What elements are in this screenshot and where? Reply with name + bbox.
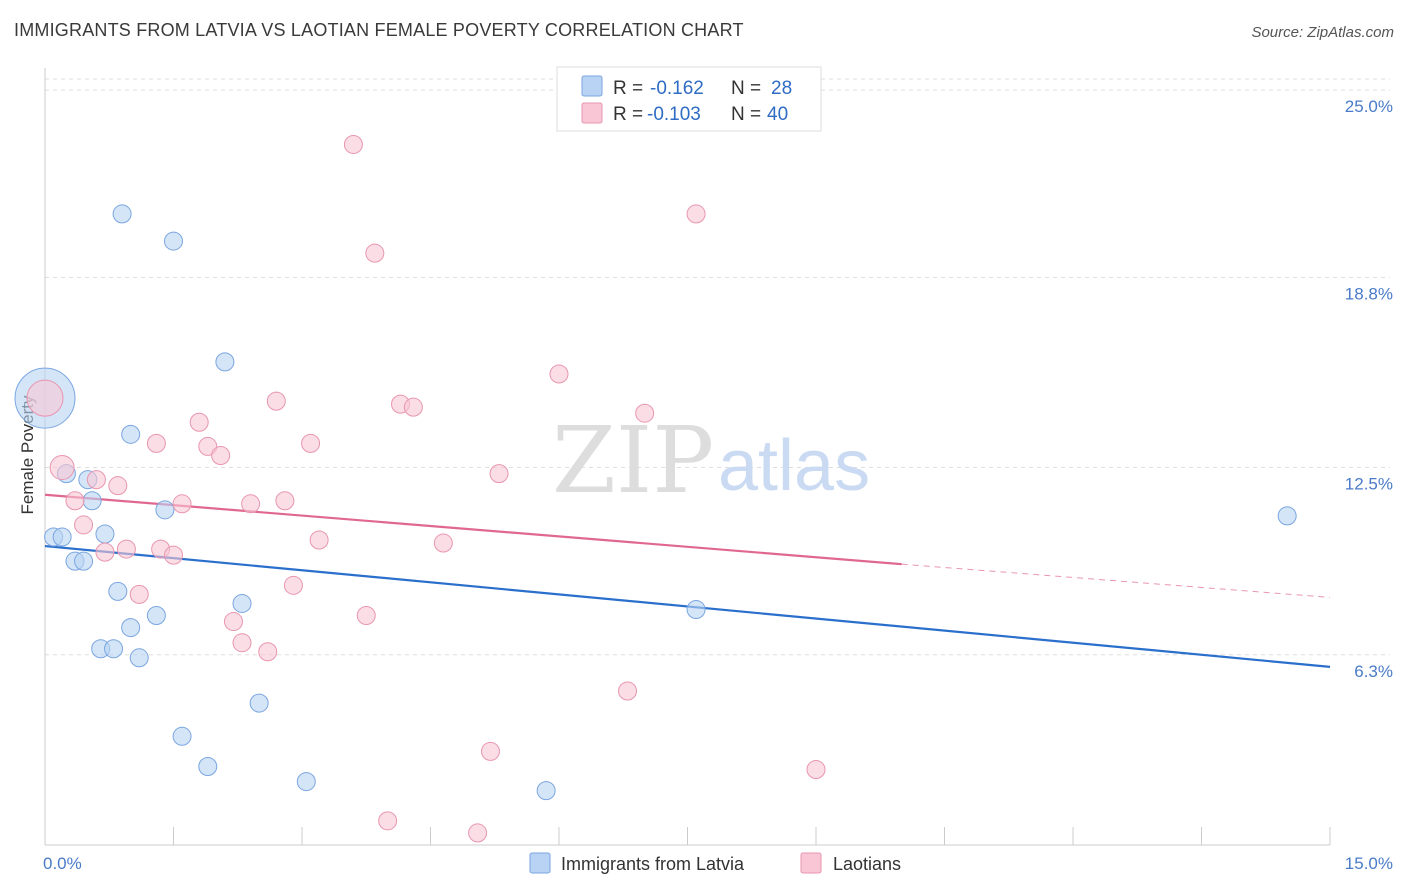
laotian-point-11 xyxy=(146,433,166,453)
laotian-point-21 xyxy=(172,494,192,514)
laotian-point-9 xyxy=(635,403,655,423)
laotian-point-1 xyxy=(49,455,75,481)
latvia-point-21 xyxy=(249,693,269,713)
latvia-point-4 xyxy=(121,424,141,444)
latvia-point-16 xyxy=(146,606,166,626)
latvia-point-1 xyxy=(112,204,132,224)
latvia-point-3 xyxy=(215,352,235,372)
laotian-point-24 xyxy=(433,533,453,553)
data-points xyxy=(14,134,1297,843)
latvia-point-17 xyxy=(121,618,141,638)
laotian-point-15 xyxy=(86,470,106,490)
laotian-point-39 xyxy=(468,823,488,843)
latvia-point-14 xyxy=(108,581,128,601)
latvia-point-23 xyxy=(198,756,218,776)
laotian-point-20 xyxy=(275,491,295,511)
laotian-point-5 xyxy=(549,364,569,384)
y-tick-label-2: 18.8% xyxy=(1345,284,1393,303)
latvia-point-22 xyxy=(172,726,192,746)
laotian-trend-line-extension xyxy=(901,563,1331,598)
y-tick-label-1: 12.5% xyxy=(1345,475,1393,494)
bottom-legend-label-laotian: Laotians xyxy=(833,854,901,874)
laotian-point-34 xyxy=(258,642,278,662)
x-tick-label-1: 15.0% xyxy=(1345,854,1393,873)
bottom-legend: Immigrants from Latvia Laotians xyxy=(529,852,901,874)
latvia-point-19 xyxy=(104,639,124,659)
laotian-point-19 xyxy=(241,494,261,514)
legend-swatch-latvia xyxy=(581,75,603,97)
latvia-point-8 xyxy=(155,500,175,520)
laotian-point-27 xyxy=(95,542,115,562)
laotian-point-18 xyxy=(65,491,85,511)
laotian-point-17 xyxy=(108,476,128,496)
laotian-point-16 xyxy=(489,464,509,484)
laotian-point-14 xyxy=(211,445,231,465)
legend-n-label-latvia: N = xyxy=(731,78,761,99)
laotian-point-36 xyxy=(480,741,500,761)
laotian-point-32 xyxy=(223,612,243,632)
latvia-point-7 xyxy=(82,491,102,511)
laotian-point-38 xyxy=(378,811,398,831)
latvia-point-20 xyxy=(129,648,149,668)
watermark: ZIP atlas xyxy=(552,407,870,514)
latvia-point-10 xyxy=(52,527,72,547)
axes xyxy=(44,68,1331,846)
bottom-legend-label-latvia: Immigrants from Latvia xyxy=(561,854,745,874)
laotian-point-35 xyxy=(618,681,638,701)
source-note: Source: ZipAtlas.com xyxy=(1251,24,1394,41)
bottom-legend-swatch-latvia xyxy=(529,852,551,874)
laotian-point-29 xyxy=(283,575,303,595)
latvia-point-26 xyxy=(686,599,706,619)
laotian-point-3 xyxy=(686,204,706,224)
laotian-point-2 xyxy=(343,134,363,154)
laotian-point-10 xyxy=(189,412,209,432)
watermark-atlas: atlas xyxy=(718,426,870,506)
y-tick-label-3: 25.0% xyxy=(1345,97,1393,116)
laotian-point-23 xyxy=(309,530,329,550)
legend-r-label-latvia: R = xyxy=(613,78,643,99)
y-tick-labels: 6.3% 12.5% 18.8% 25.0% xyxy=(1345,97,1393,681)
legend-swatch-laotian xyxy=(581,102,603,124)
laotian-point-6 xyxy=(266,391,286,411)
latvia-point-15 xyxy=(232,593,252,613)
legend-r-value-latvia: -0.162 xyxy=(650,78,704,99)
laotian-point-4 xyxy=(365,243,385,263)
latvia-point-2 xyxy=(164,231,183,251)
laotian-point-12 xyxy=(301,433,321,453)
watermark-zip: ZIP xyxy=(552,407,714,514)
latvia-point-13 xyxy=(74,551,94,571)
gridlines xyxy=(45,78,1390,656)
legend-n-label-laotian: N = xyxy=(731,104,761,125)
legend-n-value-latvia: 28 xyxy=(771,78,792,99)
legend-r-value-laotian: -0.103 xyxy=(647,104,701,125)
laotian-point-37 xyxy=(806,760,826,780)
laotian-point-28 xyxy=(164,545,183,565)
laotian-point-8 xyxy=(403,397,423,417)
latvia-point-11 xyxy=(95,524,115,544)
laotian-point-31 xyxy=(356,606,376,626)
bottom-legend-swatch-laotian xyxy=(800,852,822,874)
laotian-point-22 xyxy=(74,515,94,535)
chart-title: IMMIGRANTS FROM LATVIA VS LAOTIAN FEMALE… xyxy=(14,20,744,40)
latvia-point-25 xyxy=(536,781,556,801)
laotian-point-30 xyxy=(129,584,149,604)
laotian-point-33 xyxy=(232,633,252,653)
x-tick-label-0: 0.0% xyxy=(43,854,82,873)
x-tick-labels: 0.0% 15.0% xyxy=(43,854,1393,873)
legend: R = -0.162 N = 28 R = -0.103 N = 40 xyxy=(556,66,822,132)
y-tick-label-0: 6.3% xyxy=(1354,662,1393,681)
laotian-point-13 xyxy=(198,436,218,456)
latvia-point-24 xyxy=(296,772,316,792)
laotian-point-0 xyxy=(26,379,64,417)
laotian-point-25 xyxy=(116,539,136,559)
legend-n-value-laotian: 40 xyxy=(767,104,788,125)
legend-r-label-laotian: R = xyxy=(613,104,643,125)
latvia-point-27 xyxy=(1277,506,1297,526)
